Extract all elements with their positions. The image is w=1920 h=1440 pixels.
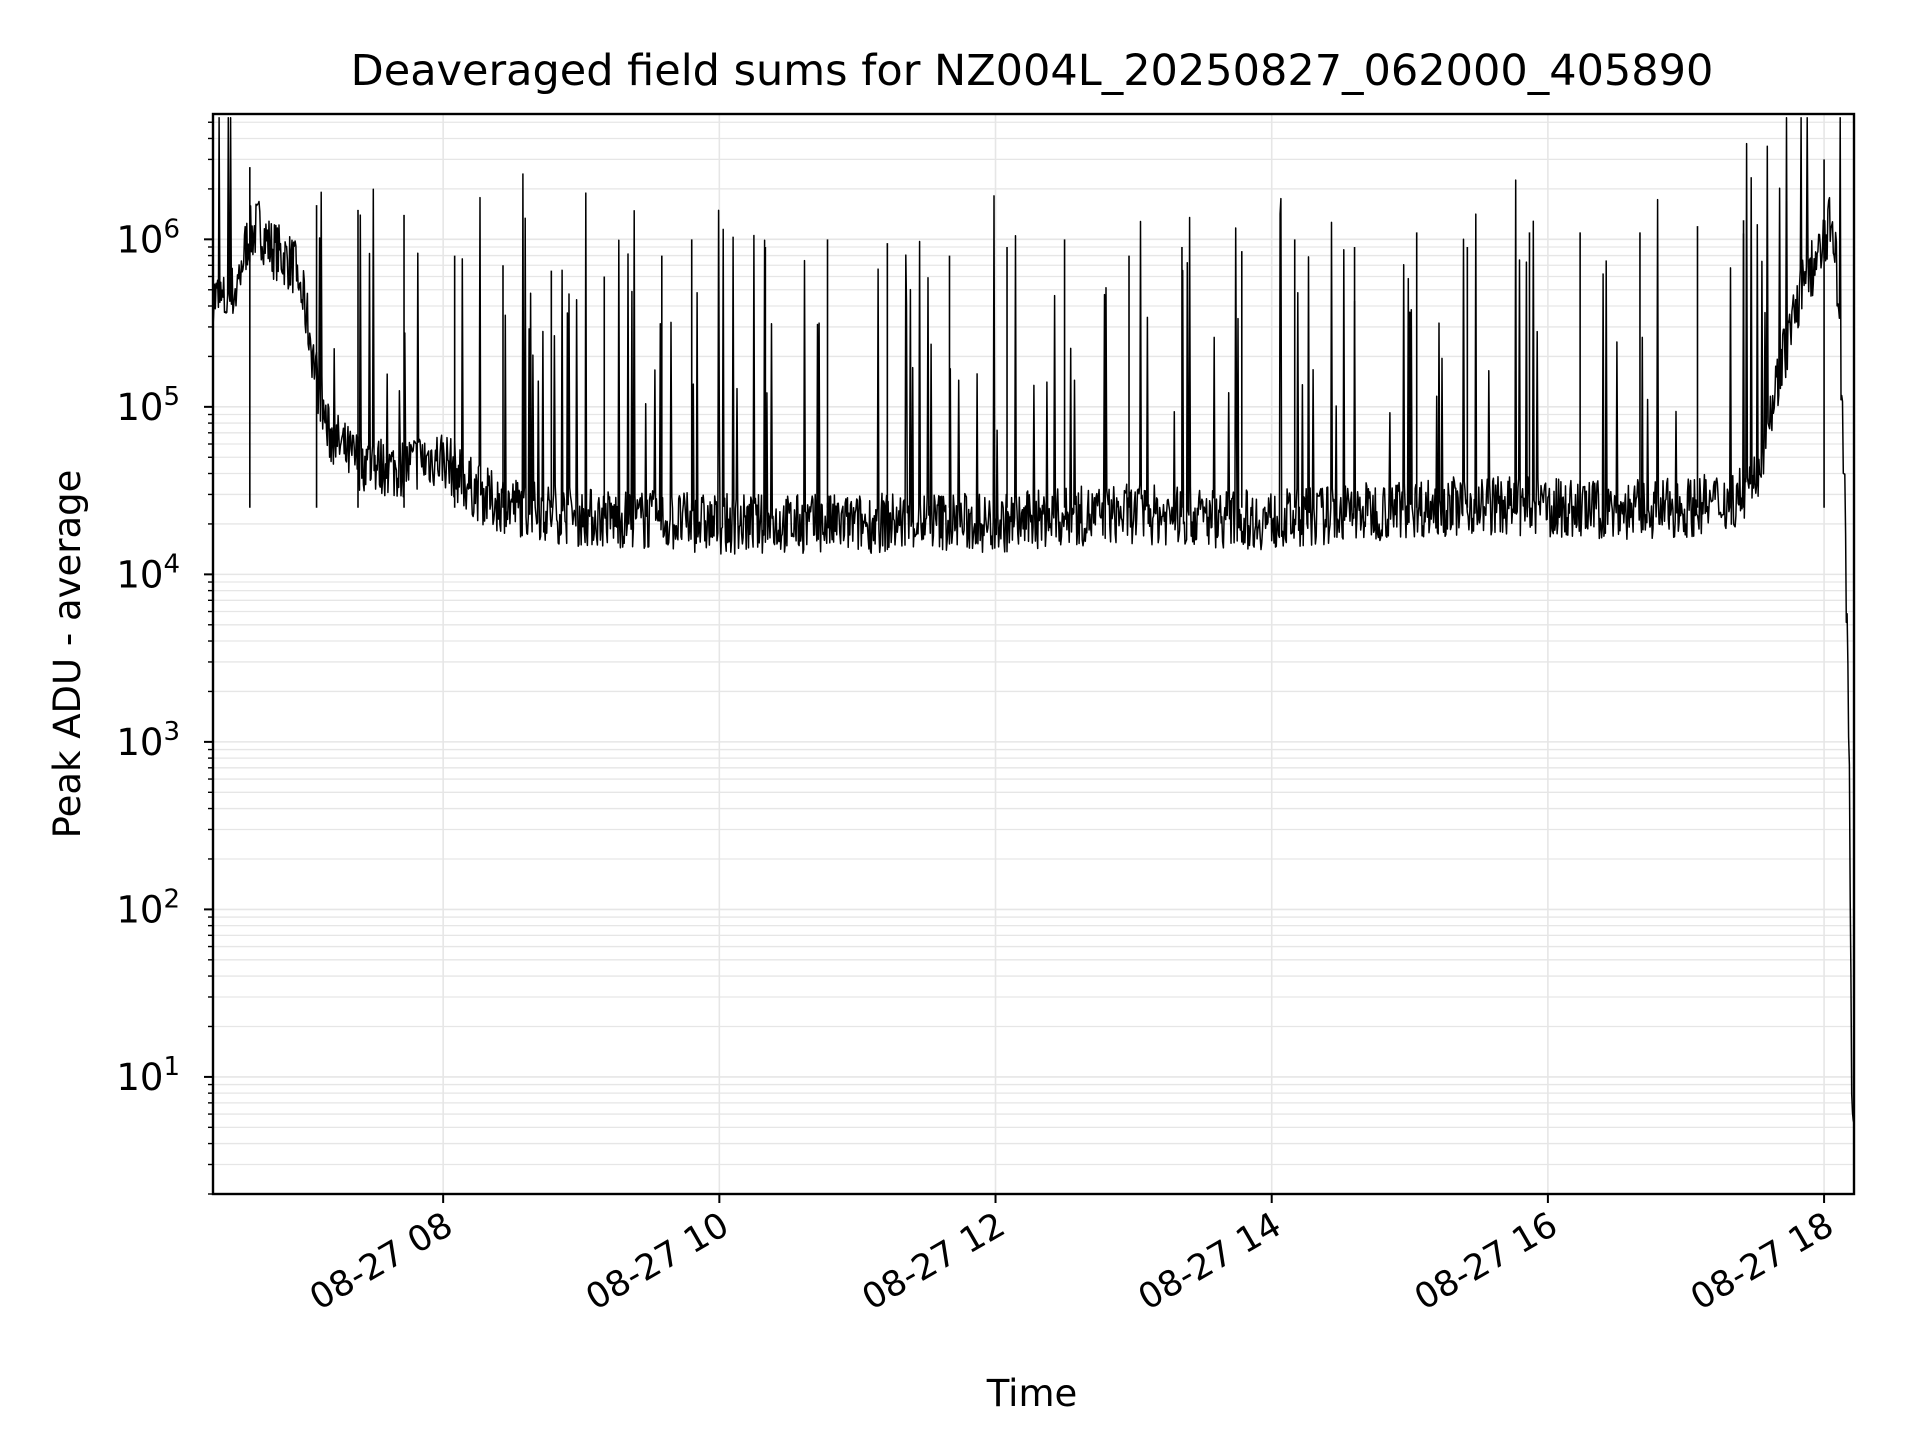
x-tick-label: 08-27 16 xyxy=(1408,1205,1564,1318)
x-tick-label: 08-27 12 xyxy=(856,1205,1012,1318)
spike-layer xyxy=(249,159,1825,508)
y-tick-label: 106 xyxy=(116,214,180,261)
x-tick-label: 08-27 18 xyxy=(1684,1205,1840,1318)
series-layer xyxy=(212,116,1855,1124)
y-axis: 101 102 103 104 105 106 xyxy=(116,121,213,1195)
x-axis-label: Time xyxy=(986,1372,1078,1415)
plot-frame xyxy=(211,112,1856,1196)
x-axis: 08-27 08 08-27 10 08-27 12 08-27 14 08-27 16… xyxy=(303,1194,1841,1318)
x-tick-label: 08-27 08 xyxy=(303,1205,459,1318)
y-tick-label: 103 xyxy=(116,717,180,764)
x-tick-label: 08-27 14 xyxy=(1132,1205,1288,1318)
grid-lines xyxy=(213,114,1854,1195)
y-axis-label: Peak ADU - average xyxy=(46,470,89,839)
chart-title: Deaveraged field sums for NZ004L_2025082… xyxy=(351,46,1714,96)
x-tick-label: 08-27 10 xyxy=(580,1205,736,1318)
y-tick-label: 105 xyxy=(116,382,180,429)
series-line xyxy=(212,116,1855,1124)
y-tick-label: 102 xyxy=(116,884,180,931)
y-tick-label: 101 xyxy=(116,1052,180,1099)
y-tick-label: 104 xyxy=(116,549,180,596)
